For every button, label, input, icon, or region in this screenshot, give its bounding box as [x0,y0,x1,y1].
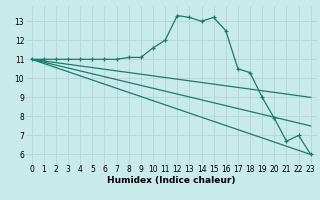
X-axis label: Humidex (Indice chaleur): Humidex (Indice chaleur) [107,176,236,185]
